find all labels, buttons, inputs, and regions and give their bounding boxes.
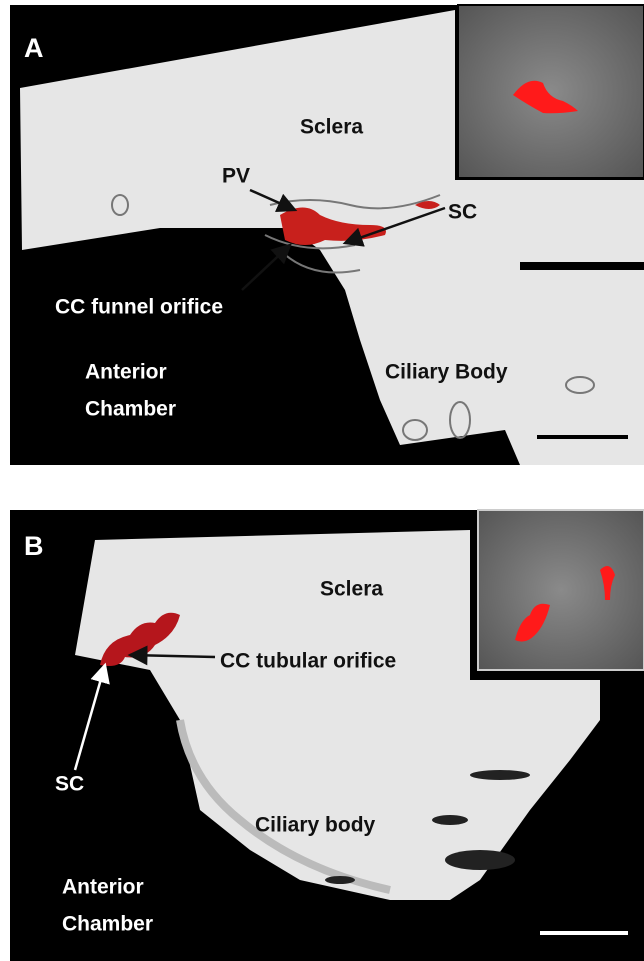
panel-label: B <box>24 531 44 561</box>
label: Anterior <box>85 361 167 384</box>
label: SC <box>55 773 84 796</box>
panel-a: A Sclera PV SC CC funnel orifice Anterio… <box>10 5 644 465</box>
label: SC <box>448 201 477 224</box>
label: PV <box>222 165 250 188</box>
label: Ciliary body <box>255 814 376 837</box>
inset <box>478 510 644 670</box>
inset <box>458 5 644 178</box>
label: Sclera <box>300 116 363 139</box>
label: CC funnel orifice <box>55 296 223 319</box>
label: Sclera <box>320 578 383 601</box>
label: Anterior <box>62 876 144 899</box>
panel-b: B Sclera CC tubular orifice SC Ciliary b… <box>10 510 644 961</box>
label: Chamber <box>62 913 153 936</box>
label: Ciliary Body <box>385 361 508 384</box>
figure: A Sclera PV SC CC funnel orifice Anterio… <box>0 0 644 961</box>
panel-label: A <box>24 33 44 63</box>
gap <box>520 262 644 270</box>
label: CC tubular orifice <box>220 650 396 673</box>
label: Chamber <box>85 398 176 421</box>
